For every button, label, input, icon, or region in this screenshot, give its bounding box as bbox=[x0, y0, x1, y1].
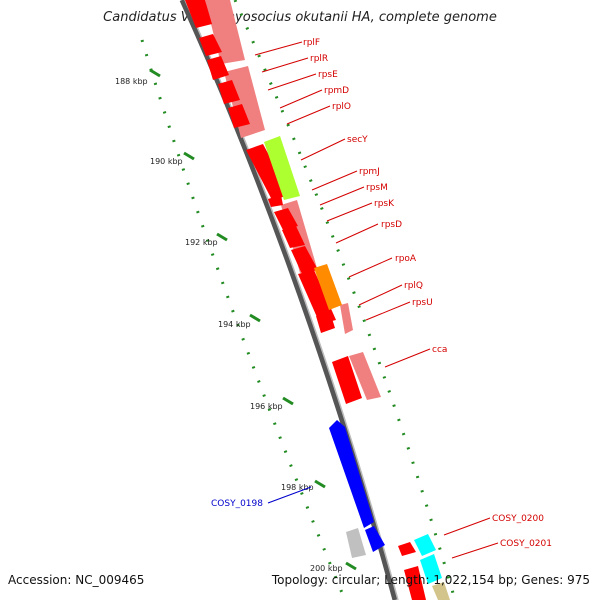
gene-secY-block bbox=[264, 136, 300, 200]
label-rpsU: rpsU bbox=[412, 298, 433, 308]
kbp-label-200: 200 kbp bbox=[310, 564, 343, 573]
label-COSY_0200: COSY_0200 bbox=[492, 514, 544, 524]
label-cca: cca bbox=[432, 345, 447, 355]
label-rpmD: rpmD bbox=[324, 86, 349, 96]
cyan-gene-block bbox=[414, 534, 436, 556]
label-leader-lines bbox=[254, 41, 499, 559]
gene-rpoA-block bbox=[314, 264, 342, 310]
label-COSY_0198: COSY_0198 bbox=[211, 499, 263, 509]
kbp-label-192: 192 kbp bbox=[185, 238, 218, 247]
gene-COSY_0198-block bbox=[329, 420, 374, 528]
kbp-label-190: 190 kbp bbox=[150, 157, 183, 166]
kbp-label-198: 198 kbp bbox=[281, 483, 314, 492]
label-rpoA: rpoA bbox=[395, 254, 417, 264]
red-gene-track bbox=[185, 0, 362, 404]
COSY_0198-leader-line bbox=[267, 486, 312, 504]
label-COSY_0201: COSY_0201 bbox=[500, 539, 552, 549]
kbp-label-194: 194 kbp bbox=[218, 320, 251, 329]
cyan-gene-block-2 bbox=[420, 554, 442, 584]
kbp-label-196: 196 kbp bbox=[250, 402, 283, 411]
label-rpsK: rpsK bbox=[374, 199, 395, 209]
tan-gene-block bbox=[432, 582, 450, 600]
label-rpmJ: rpmJ bbox=[359, 167, 380, 177]
red-gene-block-bottom bbox=[404, 566, 426, 600]
accession-text: Accession: NC_009465 bbox=[8, 573, 145, 587]
label-rplR: rplR bbox=[310, 54, 328, 64]
genome-summary-text: Topology: circular; Length: 1,022,154 bp… bbox=[271, 573, 590, 587]
label-rpsD: rpsD bbox=[381, 220, 402, 230]
red-small-arrow bbox=[398, 542, 416, 556]
label-secY: secY bbox=[347, 135, 368, 145]
label-rplO: rplO bbox=[332, 102, 351, 112]
gray-gene-block bbox=[346, 528, 366, 558]
blue-small-block bbox=[365, 526, 385, 552]
label-rpsM: rpsM bbox=[366, 183, 388, 193]
label-rplQ: rplQ bbox=[404, 281, 423, 291]
label-rplF: rplF bbox=[303, 38, 320, 48]
kbp-label-188: 188 kbp bbox=[115, 77, 148, 86]
pink-feature-track bbox=[205, 0, 381, 400]
kbp-scale-dotted-line bbox=[140, 39, 347, 600]
label-rpsE: rpsE bbox=[318, 70, 338, 80]
kbp-major-ticks bbox=[149, 68, 357, 571]
